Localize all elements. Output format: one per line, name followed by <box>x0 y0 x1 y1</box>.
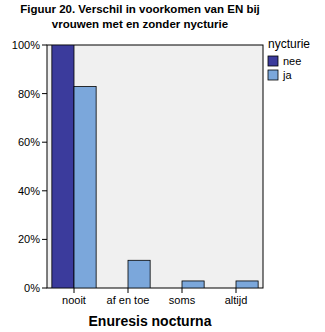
y-tick <box>42 142 47 143</box>
y-tick <box>42 93 47 94</box>
legend-label: nee <box>283 55 301 67</box>
y-tick <box>42 288 47 289</box>
x-tick-label: soms <box>169 294 196 306</box>
y-tick-label: 80% <box>18 88 40 100</box>
bar <box>74 87 96 288</box>
title: Figuur 20. Verschil in voorkomen van EN … <box>20 3 260 30</box>
bar <box>52 45 74 288</box>
x-tick <box>74 288 75 293</box>
y-tick-label: 20% <box>18 233 40 245</box>
legend-label: ja <box>282 69 292 81</box>
x-tick <box>128 288 129 293</box>
y-tick-label: 60% <box>18 136 40 148</box>
legend-swatch <box>268 56 278 66</box>
x-tick-label: af en toe <box>107 294 150 306</box>
y-tick-label: 100% <box>12 39 40 51</box>
title-line: Figuur 20. Verschil in voorkomen van EN … <box>20 3 260 15</box>
x-axis-label: Enuresis nocturna <box>89 313 212 329</box>
bar <box>236 281 258 288</box>
legend-swatch <box>268 70 278 80</box>
bar <box>182 281 204 288</box>
y-tick <box>42 239 47 240</box>
x-tick <box>236 288 237 293</box>
bar <box>128 260 150 288</box>
x-tick-label: altijd <box>225 294 248 306</box>
bar <box>160 288 182 289</box>
title-line: vrouwen met en zonder nycturie <box>52 18 228 30</box>
x-tick-label: nooit <box>62 294 86 306</box>
chart: 0% 20% 40% 60% 80% 100% nooit af en toe soms alti… <box>0 0 325 332</box>
plot-area <box>47 45 263 288</box>
y-tick <box>42 190 47 191</box>
bar <box>106 288 128 289</box>
x-tick <box>182 288 183 293</box>
y-tick <box>42 45 47 46</box>
bars <box>52 45 258 288</box>
legend-title: nycturie <box>268 37 310 51</box>
y-tick-label: 40% <box>18 185 40 197</box>
bar <box>214 288 236 289</box>
y-tick-label: 0% <box>24 282 40 294</box>
